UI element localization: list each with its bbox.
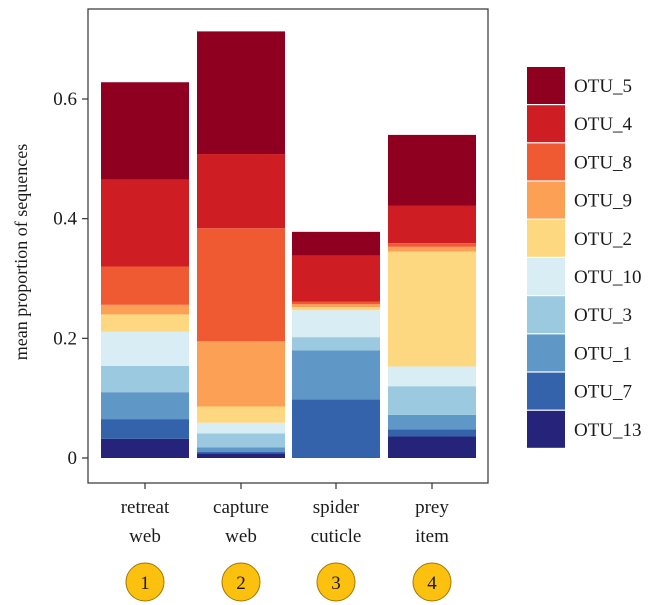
category-marker-label: 4: [427, 573, 437, 594]
category-markers: 1 2 3 4: [125, 562, 452, 602]
bar-segment-otu-8-cat-1: [101, 266, 189, 305]
bar-segment-otu-9-cat-3: [292, 304, 380, 308]
category-marker-circle: [221, 562, 261, 602]
legend-label: OTU_9: [574, 191, 632, 212]
x-category-label: retreat: [121, 497, 170, 518]
legend-key-otu-13: [527, 410, 565, 448]
x-category-label: spider: [313, 497, 360, 518]
legend-key-otu-10: [527, 258, 565, 295]
legend-key-otu-3: [527, 296, 565, 334]
bar-segment-otu-3-cat-4: [388, 386, 476, 415]
y-tick-label: 0.6: [53, 89, 77, 110]
bar-segment-otu-9-cat-4: [388, 246, 476, 252]
bar-segment-otu-2-cat-3: [292, 307, 380, 311]
legend-label: OTU_10: [574, 267, 642, 288]
category-marker-circle: [316, 562, 356, 602]
category-marker-circle: [125, 562, 165, 602]
bar-segment-otu-1-cat-4: [388, 414, 476, 430]
legend-label: OTU_2: [574, 229, 632, 250]
bar-segment-otu-2-cat-1: [101, 314, 189, 332]
bar-segment-otu-10-cat-2: [197, 422, 285, 434]
bar-segment-otu-7-cat-1: [101, 419, 189, 439]
bar-segment-otu-1-cat-1: [101, 392, 189, 420]
x-category-label: web: [129, 526, 161, 547]
bar-segment-otu-5-cat-2: [197, 31, 285, 155]
bar-segment-otu-10-cat-3: [292, 310, 380, 338]
legend-label: OTU_8: [574, 152, 632, 173]
legend-label: OTU_1: [574, 343, 632, 364]
y-axis-title: mean proportion of sequences: [11, 144, 31, 360]
legend-key-otu-4: [527, 105, 565, 143]
bar-segment-otu-2-cat-2: [197, 406, 285, 423]
bar-segment-otu-3-cat-2: [197, 433, 285, 448]
bars-layer: [101, 31, 476, 458]
legend-key-otu-7: [527, 372, 565, 410]
x-category-label: web: [225, 526, 257, 547]
y-axis: 0 0.2 0.4 0.6: [53, 89, 88, 469]
legend-key-otu-9: [527, 181, 565, 219]
x-category-label: item: [415, 526, 449, 547]
x-category-label: prey: [415, 497, 449, 518]
bar-segment-otu-10-cat-1: [101, 331, 189, 366]
bar-segment-otu-2-cat-4: [388, 251, 476, 367]
bar-segment-otu-9-cat-2: [197, 341, 285, 407]
bar-segment-otu-8-cat-4: [388, 243, 476, 247]
x-axis: retreat web capture web spider cuticle prey ite…: [121, 483, 449, 547]
bar-segment-otu-5-cat-1: [101, 82, 189, 180]
bar-segment-otu-10-cat-4: [388, 366, 476, 387]
category-marker-circle: [412, 562, 452, 602]
category-marker-label: 2: [236, 573, 246, 594]
bar-segment-otu-4-cat-4: [388, 205, 476, 244]
bar-segment-otu-4-cat-1: [101, 179, 189, 267]
bar-segment-otu-4-cat-3: [292, 255, 380, 302]
bar-segment-otu-7-cat-4: [388, 429, 476, 437]
bar-segment-otu-3-cat-3: [292, 337, 380, 351]
legend-label: OTU_5: [574, 76, 632, 97]
bar-segment-otu-8-cat-3: [292, 301, 380, 305]
legend-key-otu-8: [527, 143, 565, 181]
bar-segment-otu-13-cat-1: [101, 438, 189, 458]
legend-key-otu-5: [527, 67, 565, 104]
bar-segment-otu-7-cat-2: [197, 452, 285, 454]
bar-segment-otu-4-cat-2: [197, 154, 285, 229]
bar-segment-otu-1-cat-2: [197, 447, 285, 453]
legend-key-otu-2: [527, 219, 565, 257]
bar-segment-otu-3-cat-1: [101, 365, 189, 393]
bar-segment-otu-1-cat-3: [292, 350, 380, 400]
category-marker-label: 1: [140, 573, 150, 594]
x-category-label: cuticle: [311, 526, 362, 547]
bar-segment-otu-7-cat-3: [292, 399, 380, 458]
y-tick-label: 0: [68, 448, 78, 469]
x-category-label: capture: [213, 497, 269, 518]
bar-segment-otu-13-cat-4: [388, 436, 476, 458]
bar-segment-otu-8-cat-2: [197, 228, 285, 342]
legend-label: OTU_3: [574, 305, 632, 326]
legend: OTU_5 OTU_4 OTU_8 OTU_9 OTU_2 OTU_10 OTU_3 OTU_…: [527, 67, 642, 448]
bar-segment-otu-13-cat-2: [197, 453, 285, 458]
plot-panel-border: [87, 8, 489, 484]
legend-label: OTU_13: [574, 420, 642, 441]
y-tick-label: 0.2: [53, 328, 77, 349]
y-tick-label: 0.4: [53, 209, 77, 230]
bar-segment-otu-5-cat-4: [388, 134, 476, 206]
legend-label: OTU_4: [574, 114, 633, 135]
bar-segment-otu-9-cat-1: [101, 304, 189, 315]
legend-label: OTU_7: [574, 382, 632, 403]
legend-key-otu-1: [527, 334, 565, 372]
bar-segment-otu-5-cat-3: [292, 231, 380, 256]
category-marker-label: 3: [331, 573, 341, 594]
